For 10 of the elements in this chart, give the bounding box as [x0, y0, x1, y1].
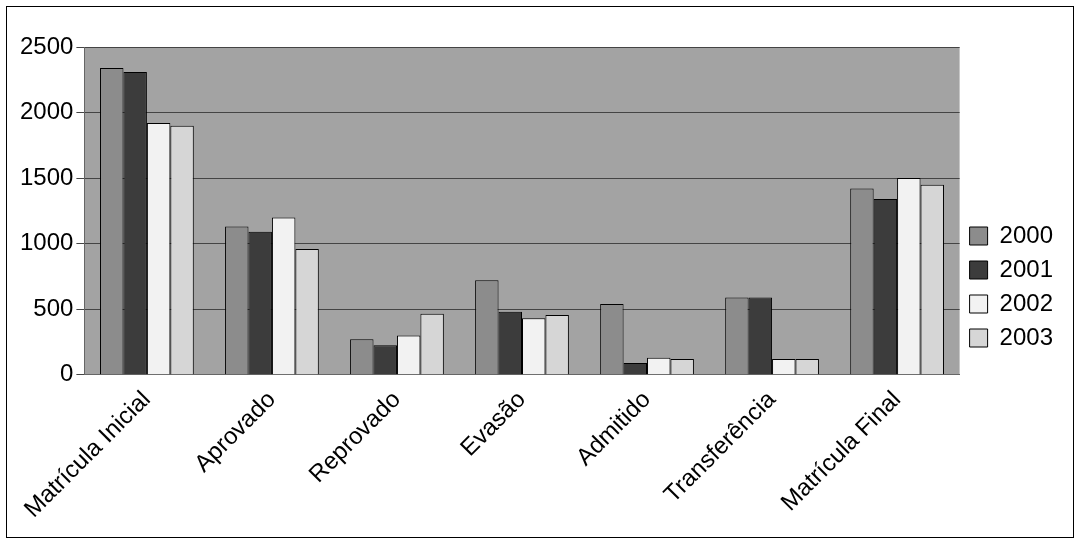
legend-label: 2003	[999, 322, 1053, 350]
y-tick-label: 500	[33, 293, 74, 321]
y-tick-label: 1000	[20, 228, 74, 256]
legend-label: 2001	[999, 254, 1053, 282]
y-tick-label: 1500	[20, 162, 74, 190]
y-tick-label: 2500	[20, 31, 74, 59]
y-tick-label: 2000	[20, 97, 74, 125]
legend-label: 2000	[999, 220, 1053, 248]
y-tick-label: 0	[60, 359, 74, 387]
legend-label: 2002	[999, 288, 1053, 316]
